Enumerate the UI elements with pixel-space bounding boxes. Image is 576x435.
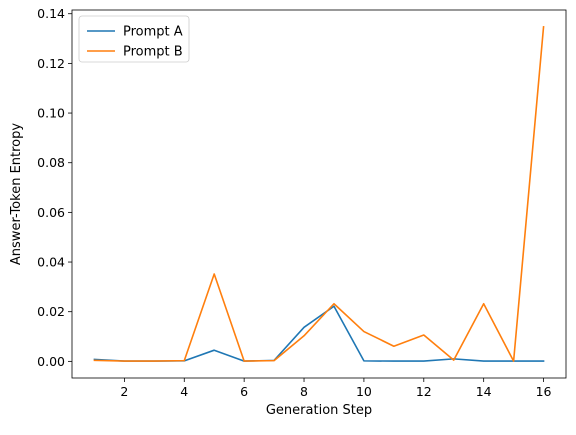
x-tick-label: 2 <box>120 384 128 399</box>
x-tick-label: 10 <box>356 384 372 399</box>
y-tick-label: 0.06 <box>37 205 65 220</box>
y-tick-label: 0.04 <box>37 255 65 270</box>
x-axis: 2 4 6 8 10 12 14 16 <box>120 378 552 399</box>
y-tick-label: 0.02 <box>37 304 65 319</box>
y-axis-label: Answer-Token Entropy <box>9 123 24 265</box>
y-tick-label: 0.08 <box>37 155 65 170</box>
x-tick-label: 14 <box>476 384 492 399</box>
y-tick-label: 0.14 <box>37 6 65 21</box>
x-tick-label: 6 <box>240 384 248 399</box>
legend: Prompt A Prompt B <box>78 15 190 63</box>
y-tick-label: 0.10 <box>37 106 65 121</box>
x-axis-label: Generation Step <box>266 403 372 418</box>
x-tick-label: 4 <box>180 384 188 399</box>
x-tick-label: 16 <box>536 384 552 399</box>
series-layer <box>93 26 545 362</box>
y-tick-label: 0.00 <box>37 354 65 369</box>
series-line-prompt-b <box>93 26 545 362</box>
y-axis: 0.00 0.02 0.04 0.06 0.08 0.10 0.12 0.14 <box>37 6 72 369</box>
x-tick-label: 12 <box>416 384 432 399</box>
y-tick-label: 0.12 <box>37 56 65 71</box>
x-tick-label: 8 <box>300 384 308 399</box>
legend-label: Prompt A <box>123 25 183 40</box>
plot-area-frame <box>71 9 567 379</box>
legend-label: Prompt B <box>123 45 183 60</box>
